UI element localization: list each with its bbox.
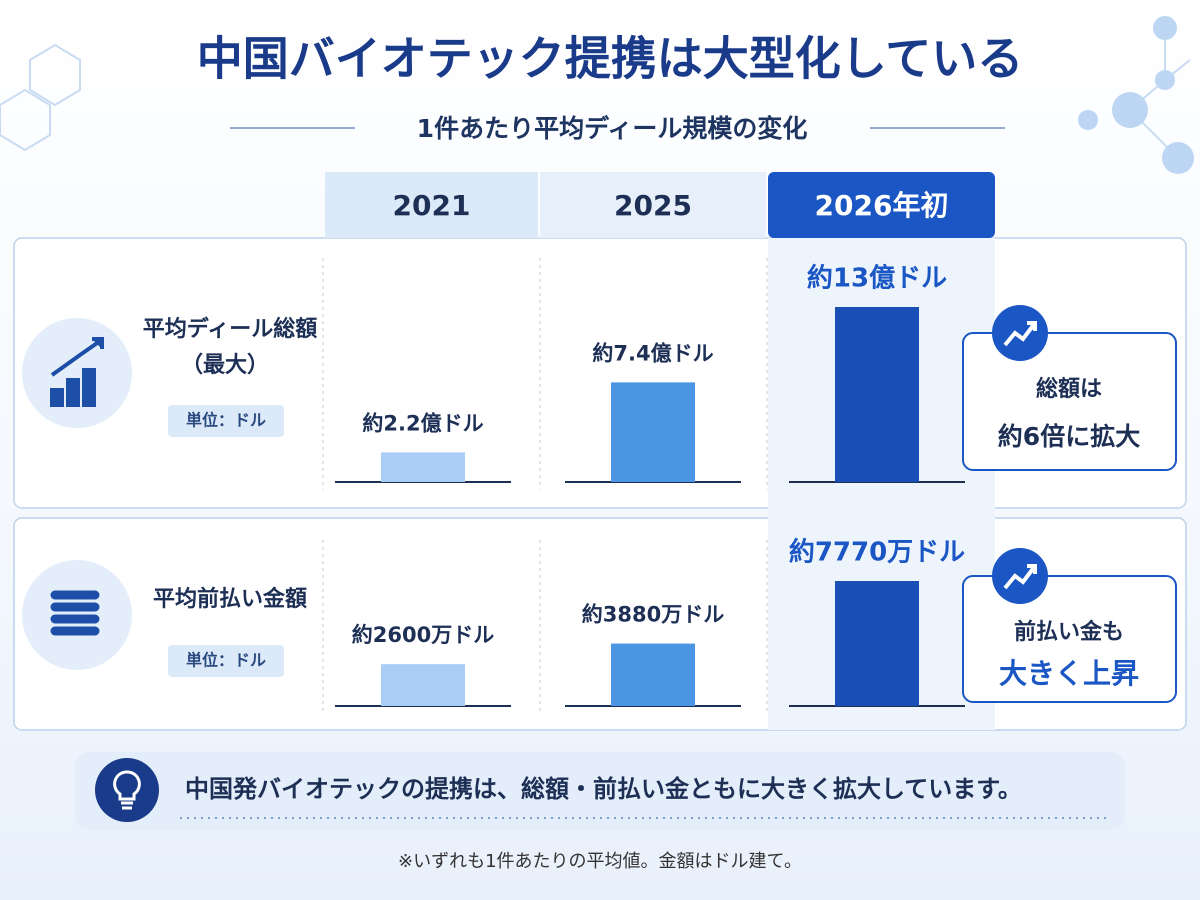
- row-title: 平均ディール総額: [143, 316, 317, 342]
- column-label: 2026年初: [815, 189, 949, 222]
- message: 中国発バイオテックの提携は、総額・前払い金ともに大きく拡大しています。: [185, 775, 1022, 803]
- column-label: 2021: [393, 189, 471, 222]
- bar: [611, 643, 695, 706]
- bar: [835, 307, 919, 482]
- callout-text: 総額は: [1036, 376, 1102, 402]
- bar: [381, 664, 465, 706]
- value-label: 約13億ドル: [807, 263, 947, 294]
- row-title: 平均前払い金額: [153, 586, 307, 612]
- callout-text: 約6倍に拡大: [998, 422, 1140, 451]
- callout-text: 大きく上昇: [999, 657, 1139, 690]
- unit-label: 単位：ドル: [186, 651, 266, 670]
- column-header: [325, 172, 538, 238]
- unit-pill: [168, 405, 284, 437]
- callout-box: [962, 332, 1177, 471]
- unit-pill: [168, 645, 284, 677]
- bulb-glyph: [113, 770, 141, 810]
- subtitle: 1件あたり平均ディール規模の変化: [417, 114, 808, 143]
- callout-text: 前払い金も: [1014, 619, 1124, 645]
- callout-box: [962, 575, 1177, 703]
- row-subtitle: （最大）: [181, 353, 269, 378]
- value-label: 約2.2億ドル: [362, 411, 483, 435]
- bar: [835, 581, 919, 706]
- value-label: 約2600万ドル: [352, 623, 494, 647]
- column-header: [768, 172, 995, 238]
- row-icon-bg: [22, 318, 132, 428]
- value-label: 約7770万ドル: [789, 537, 965, 568]
- callout-arrow: [1003, 564, 1037, 590]
- callout-arrow: [1003, 321, 1037, 347]
- bar: [381, 452, 465, 482]
- message-box: [75, 752, 1125, 830]
- row-icon: [50, 590, 100, 636]
- row-icon: [50, 337, 104, 407]
- value-label: 約7.4億ドル: [592, 341, 713, 365]
- unit-label: 単位：ドル: [186, 411, 266, 430]
- molecule-balls: [1078, 16, 1194, 174]
- column-label: 2025: [614, 189, 692, 222]
- column-header: [540, 172, 766, 238]
- value-label: 約3880万ドル: [582, 603, 724, 627]
- title: 中国バイオテック提携は大型化している: [197, 32, 1024, 86]
- callout-icon: [992, 305, 1048, 361]
- callout-icon: [992, 548, 1048, 604]
- note: ※いずれも1件あたりの平均値。金額はドル建て。: [398, 851, 802, 872]
- bulb-icon: [95, 758, 159, 822]
- bar: [611, 382, 695, 482]
